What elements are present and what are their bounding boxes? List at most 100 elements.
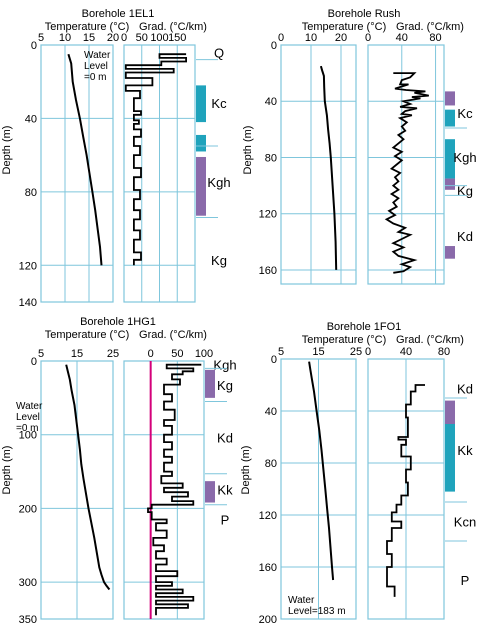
gradient-plot-frame <box>123 44 196 303</box>
temp-tick-label: 25 <box>350 346 362 358</box>
temperature-profile-line <box>65 364 111 591</box>
panel-title: Borehole Rush <box>328 8 401 20</box>
gradient-profile-line <box>147 363 202 616</box>
depth-tick-label: 350 <box>19 614 37 626</box>
water-level-annotation-line: Level <box>84 61 108 72</box>
grad-tick-label: 80 <box>429 32 441 44</box>
depth-axis-title: Depth (m) <box>1 126 13 175</box>
formation-unit-band <box>445 139 455 179</box>
temperature-axis-label: Temperature (°C) <box>45 21 129 33</box>
formation-unit-band <box>196 85 206 123</box>
depth-tick-label: 0 <box>31 40 37 52</box>
water-level-annotation-line: Level=183 m <box>288 606 346 617</box>
formation-label: P <box>461 573 470 588</box>
water-level-annotation-line: Water <box>288 595 315 606</box>
formation-label: P <box>221 512 230 527</box>
depth-tick-label: 200 <box>259 614 277 626</box>
formation-label: Kgh <box>453 150 476 165</box>
gradient-axis-label: Grad. (°C/km) <box>139 329 207 341</box>
water-level-annotation-line: Water <box>16 401 43 412</box>
temperature-axis-label: Temperature (°C) <box>302 334 386 346</box>
temperature-plot-frame <box>40 360 114 620</box>
gradient-axis-label: Grad. (°C/km) <box>139 21 207 33</box>
depth-tick-label: 100 <box>19 430 37 442</box>
grad-tick-label: 0 <box>121 32 127 44</box>
formation-unit-band <box>196 134 206 152</box>
temperature-profile-line <box>319 65 338 270</box>
formation-unit-band <box>445 109 455 127</box>
depth-tick-label: 80 <box>25 187 37 199</box>
depth-tick-label: 80 <box>265 458 277 470</box>
temp-tick-label: 0 <box>278 32 284 44</box>
depth-tick-label: 140 <box>19 297 37 309</box>
temp-tick-label: 10 <box>59 32 71 44</box>
temperature-plot-frame <box>280 44 357 285</box>
temperature-profile-line <box>67 53 103 266</box>
gradient-profile-line <box>384 72 429 274</box>
formation-unit-band <box>445 400 455 424</box>
grad-tick-label: 100 <box>150 32 168 44</box>
temp-tick-label: 15 <box>71 348 83 360</box>
panel-title: Borehole 1HG1 <box>80 316 156 328</box>
temperature-plot-frame <box>40 44 114 303</box>
gradient-axis-label: Grad. (°C/km) <box>396 21 464 33</box>
depth-tick-label: 200 <box>19 503 37 515</box>
depth-axis-title: Depth (m) <box>1 446 13 495</box>
water-level-annotation: Water Level =0 m <box>84 50 111 83</box>
temp-tick-label: 25 <box>107 348 119 360</box>
water-level-annotation-line: Level <box>16 412 40 423</box>
formation-label: Kd <box>457 381 473 396</box>
grad-tick-label: 40 <box>396 32 408 44</box>
grad-tick-label: 0 <box>365 32 371 44</box>
formation-unit-band <box>205 481 215 503</box>
water-level-annotation-line: =0 m <box>16 423 39 434</box>
water-level-annotation-line: Water <box>84 50 111 61</box>
water-level-annotation-line: =0 m <box>84 72 107 83</box>
formation-unit-band <box>445 246 455 259</box>
formation-label: Kd <box>217 431 233 446</box>
depth-tick-label: 300 <box>19 577 37 589</box>
depth-tick-label: 40 <box>25 113 37 125</box>
panel-title: Borehole 1EL1 <box>82 8 155 20</box>
depth-tick-label: 0 <box>271 354 277 366</box>
formation-unit-band <box>205 369 215 398</box>
depth-axis-title: Depth (m) <box>240 446 252 495</box>
formation-unit-band <box>196 156 206 216</box>
depth-tick-label: 80 <box>265 152 277 164</box>
water-level-annotation: Water Level =0 m <box>16 401 43 434</box>
grad-tick-label: 50 <box>136 32 148 44</box>
grad-tick-label: 0 <box>365 346 371 358</box>
temperature-axis-label: Temperature (°C) <box>302 21 386 33</box>
formation-unit-band <box>445 424 455 492</box>
formation-label: Kcn <box>454 515 476 530</box>
grad-tick-label: 80 <box>438 346 450 358</box>
formation-label: Kc <box>457 106 473 121</box>
grad-tick-label: 150 <box>168 32 186 44</box>
gradient-axis-label: Grad. (°C/km) <box>396 334 464 346</box>
formation-label: Kg <box>217 378 233 393</box>
formation-label: Kg <box>211 253 227 268</box>
formation-label: Kd <box>457 229 473 244</box>
gradient-plot-frame <box>123 360 205 620</box>
temperature-profile-line <box>308 361 335 581</box>
formation-label: Kc <box>211 96 227 111</box>
gradient-profile-line <box>124 53 188 266</box>
grad-tick-label: 50 <box>171 348 183 360</box>
temperature-axis-label: Temperature (°C) <box>45 329 129 341</box>
temp-tick-label: 20 <box>335 32 347 44</box>
formation-label: Q <box>214 45 224 60</box>
formation-unit-band <box>445 178 455 190</box>
formation-label: Kk <box>457 443 473 458</box>
depth-tick-label: 120 <box>19 260 37 272</box>
gradient-profile-line <box>386 384 425 597</box>
formation-label: Kk <box>217 482 233 497</box>
formation-label: Kgh <box>207 175 230 190</box>
water-level-annotation: Water Level=183 m <box>288 595 346 617</box>
depth-tick-label: 160 <box>259 562 277 574</box>
formation-unit-band <box>445 91 455 106</box>
